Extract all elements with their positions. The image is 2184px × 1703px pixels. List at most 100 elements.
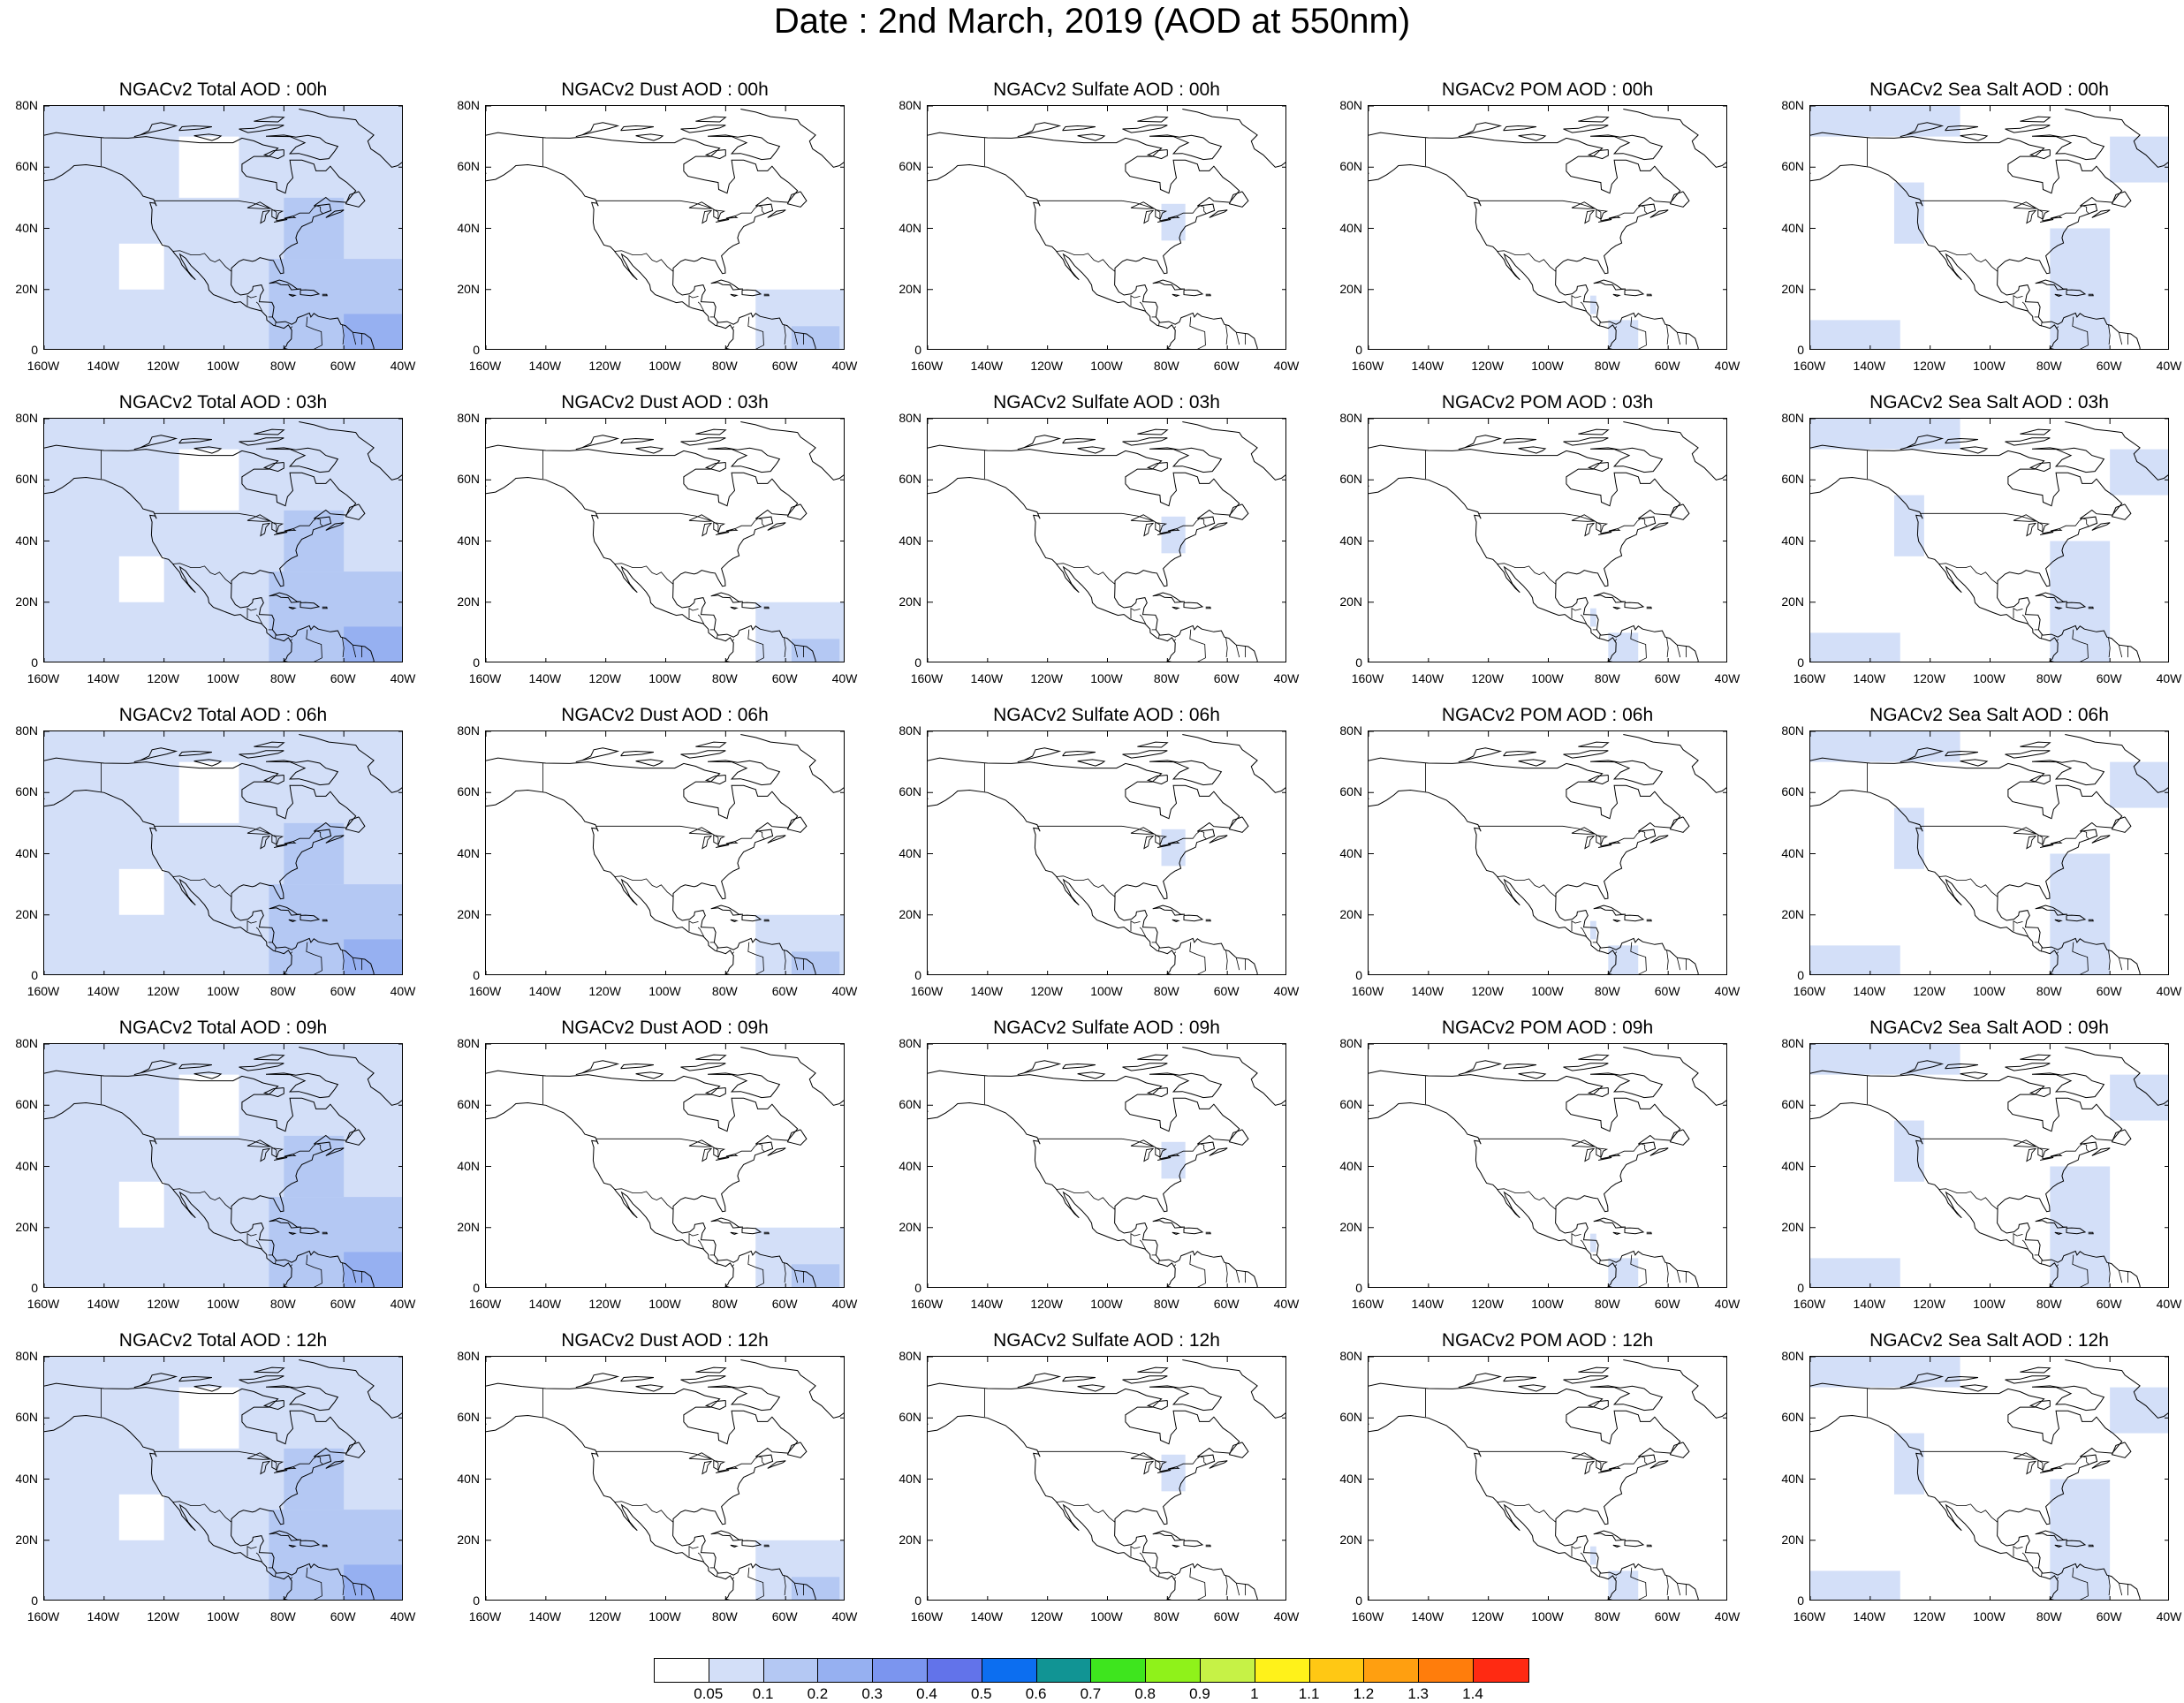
y-tick-label: 80N [457, 1036, 480, 1050]
coastline [1518, 759, 1547, 767]
y-tick-label: 40N [1781, 220, 1804, 235]
great-lake [688, 1139, 714, 1147]
country-border [747, 942, 764, 974]
aod-shade-region [118, 1181, 164, 1228]
coastline [2091, 1147, 2111, 1156]
x-tick-label: 60W [2096, 359, 2122, 373]
coastline [322, 1544, 328, 1548]
x-tick-label: 160W [1793, 671, 1826, 685]
coastline [741, 1540, 762, 1548]
coastline [1589, 134, 1664, 161]
great-lake [1167, 216, 1180, 219]
great-lake [260, 209, 271, 224]
x-tick-label: 160W [910, 359, 944, 373]
x-tick-label: 120W [147, 984, 179, 998]
coastline [740, 109, 844, 168]
country-border [2118, 645, 2123, 658]
x-tick-label: 140W [87, 984, 120, 998]
coastline [1624, 602, 1645, 609]
colorbar-swatch [655, 1659, 709, 1682]
great-lake [2050, 528, 2063, 532]
map-canvas [44, 1357, 402, 1600]
x-tick-label: 100W [1973, 984, 2006, 998]
coastline [1593, 1217, 1627, 1229]
coastline [928, 757, 1258, 973]
x-tick-label: 160W [1793, 984, 1826, 998]
great-lake [246, 514, 272, 522]
coastline [710, 904, 744, 916]
coastline [2020, 1054, 2051, 1061]
coastline [2111, 816, 2132, 833]
x-tick-label: 120W [1030, 1297, 1063, 1311]
coastline [707, 1385, 781, 1412]
coastline [2054, 919, 2063, 922]
great-lake [1167, 528, 1180, 532]
y-tick-label: 20N [457, 906, 480, 921]
coastline [1458, 1060, 1503, 1076]
x-tick-label: 60W [1213, 671, 1240, 685]
colorbar-label: 0.7 [1080, 1685, 1102, 1702]
great-lake [701, 1147, 713, 1162]
aod-shade-region [284, 197, 345, 260]
country-border [1158, 946, 1160, 952]
country-border [154, 1450, 323, 1472]
x-tick-label: 100W [1973, 1297, 2006, 1311]
x-tick-label: 140W [528, 984, 562, 998]
coastline [1960, 1071, 1989, 1079]
panel-title: NGACv2 Dust AOD : 12h [561, 1330, 769, 1351]
coastline [1945, 1375, 1978, 1382]
colorbar-swatch [763, 1659, 819, 1682]
country-border [1676, 957, 1681, 971]
map-panel-total-1 [43, 418, 403, 662]
coastline [2031, 1072, 2105, 1099]
x-tick-label: 120W [1913, 984, 1945, 998]
colorbar-label: 0.6 [1025, 1685, 1047, 1702]
map-canvas [1810, 419, 2168, 662]
y-tick-label: 0 [1797, 1281, 1804, 1295]
coastline [1518, 1384, 1547, 1392]
y-tick-label: 20N [1781, 1219, 1804, 1234]
coastline [635, 446, 664, 454]
coastline [1228, 1129, 1249, 1146]
x-tick-label: 120W [1471, 359, 1504, 373]
aod-shade-region [1893, 495, 1924, 556]
country-border [1158, 1259, 1160, 1265]
x-tick-label: 40W [390, 1609, 416, 1624]
coastline [1624, 1540, 1645, 1548]
panel-title: NGACv2 Total AOD : 12h [118, 1330, 328, 1351]
country-border [1497, 1188, 1557, 1210]
coastline [741, 1227, 762, 1235]
y-tick-label: 40N [457, 220, 480, 235]
aod-shade-region [1810, 1357, 1960, 1388]
country-border [1497, 563, 1557, 585]
coastline [707, 134, 781, 161]
y-tick-label: 80N [1339, 1036, 1362, 1050]
coastline [1369, 1414, 1617, 1600]
great-lake [2026, 209, 2037, 224]
coastline [178, 437, 212, 444]
great-lake [701, 209, 713, 224]
x-tick-label: 40W [1273, 359, 1300, 373]
map-panel-dust-3 [485, 1043, 845, 1288]
aod-shade-region [118, 243, 164, 290]
great-lake [2037, 522, 2051, 533]
country-border [1630, 1567, 1647, 1600]
x-tick-label: 140W [1853, 984, 1886, 998]
country-border [1571, 607, 1581, 619]
coastline [239, 1375, 284, 1384]
coastline [288, 919, 297, 922]
country-border [1938, 1188, 1998, 1210]
colorbar-label: 1 [1250, 1685, 1259, 1702]
country-border [1235, 957, 1240, 971]
great-lake [1596, 522, 1609, 533]
coastline [928, 789, 1176, 974]
coastline [710, 279, 744, 291]
y-tick-label: 20N [15, 906, 38, 921]
colorbar-label: 0.1 [752, 1685, 774, 1702]
country-border [2118, 1270, 2123, 1283]
x-tick-label: 160W [468, 1609, 502, 1624]
y-tick-label: 40N [457, 1471, 480, 1486]
coastline [2031, 760, 2105, 786]
colorbar-swatch [818, 1659, 874, 1682]
coastline [325, 835, 345, 844]
